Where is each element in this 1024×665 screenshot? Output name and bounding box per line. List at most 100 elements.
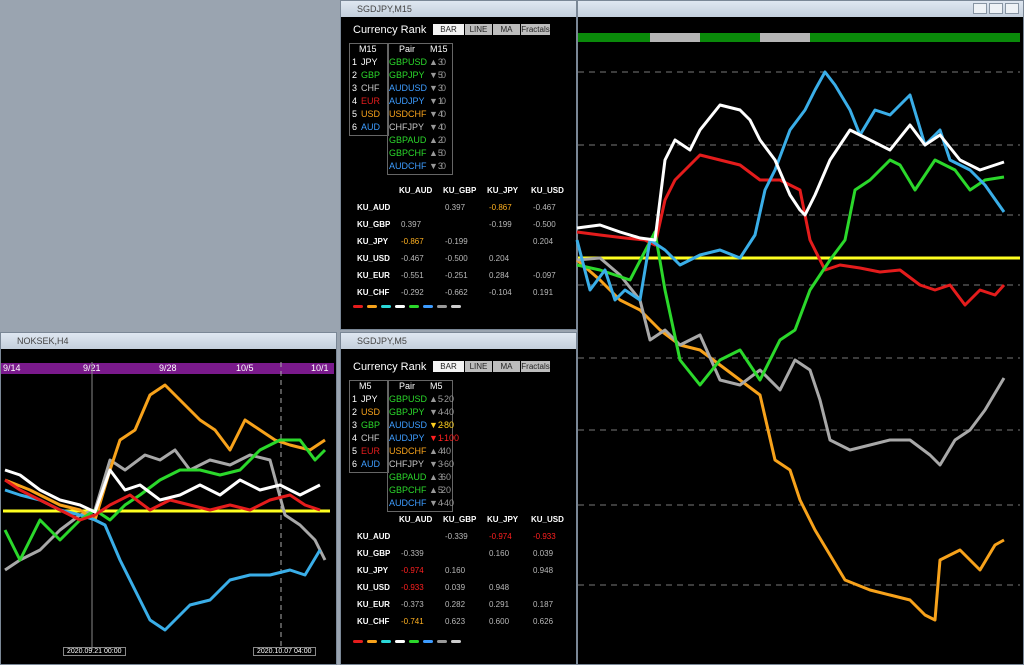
title-bar	[578, 1, 1023, 17]
rank-number: 2	[352, 70, 358, 80]
pair-header: Pair	[399, 381, 416, 391]
rank-currency: EUR	[361, 446, 381, 456]
rank-number: 1	[352, 57, 358, 67]
tab-button: MA	[493, 361, 520, 372]
corr-value: 0.039	[533, 549, 554, 558]
rank-currency: EUR	[361, 96, 381, 106]
corr-row-label: KU_JPY	[357, 237, 389, 246]
corr-value: 0.039	[445, 583, 466, 592]
title-bar: SGDJPY,M15	[341, 1, 576, 17]
rank-table	[349, 43, 389, 136]
rank-number: 3	[352, 420, 358, 430]
legend-swatch	[451, 640, 461, 643]
corr-row-label: KU_CHF	[357, 617, 390, 626]
rank-title: Currency Rank	[353, 24, 427, 36]
pair-change: ▲3	[429, 472, 443, 482]
line	[4, 478, 321, 522]
pair-name: GBPCHF	[389, 148, 427, 158]
legend-swatch	[451, 305, 461, 308]
corr-value: -0.467	[401, 254, 424, 263]
pair-value: 0	[441, 148, 447, 158]
pair-name: USDCHF	[389, 446, 427, 456]
pair-value: 0	[441, 57, 447, 67]
pair-period-header: M15	[430, 44, 448, 54]
legend-swatch	[353, 305, 363, 308]
corr-value: 0.160	[445, 566, 466, 575]
corr-value: -0.933	[533, 532, 556, 541]
window: SGDJPY,M15 Currency Rank BAR LINE MA Fractals…	[340, 0, 577, 330]
corr-value: 0.187	[533, 600, 554, 609]
legend-swatch	[423, 305, 433, 308]
pair-change: ▼4	[429, 122, 443, 132]
corr-column: KU_USD	[531, 186, 564, 195]
legend-swatch	[381, 305, 391, 308]
pair-change: ▲3	[429, 57, 443, 67]
corr-value: 0.204	[533, 237, 554, 246]
window-title: SGDJPY,M15	[357, 4, 412, 14]
corr-value: -0.551	[401, 271, 424, 280]
pair-change: ▼3	[429, 161, 443, 171]
pair-name: USDCHF	[389, 109, 427, 119]
pair-change: ▼1	[429, 433, 443, 443]
corr-value: -0.867	[401, 237, 424, 246]
corr-value: -0.251	[445, 271, 468, 280]
line	[3, 438, 327, 562]
corr-value: 0.282	[445, 600, 466, 609]
corr-value: 0.626	[533, 617, 554, 626]
pair-change: ▲4	[429, 446, 443, 456]
tab-button: LINE	[465, 24, 492, 35]
rank-currency: CHF	[361, 433, 380, 443]
corr-row-label: KU_GBP	[357, 220, 391, 229]
legend-swatch	[409, 640, 419, 643]
window-title: SGDJPY,M5	[357, 336, 407, 346]
corr-value: 0.600	[489, 617, 510, 626]
tab-button: BAR	[433, 361, 464, 372]
pair-name: CHFJPY	[389, 122, 425, 132]
corr-value: -0.500	[445, 254, 468, 263]
pair-change: ▼3	[429, 83, 443, 93]
corr-value: -0.974	[489, 532, 512, 541]
pair-header: Pair	[399, 44, 416, 54]
rank-number: 1	[352, 394, 358, 404]
corr-value: -0.104	[489, 288, 512, 297]
pair-value: -40	[441, 407, 455, 417]
legend-swatch	[437, 305, 447, 308]
rank-number: 5	[352, 109, 358, 119]
rank-number: 4	[352, 96, 358, 106]
rank-currency: AUD	[361, 459, 381, 469]
rank-currency: GBP	[361, 70, 381, 80]
corr-row-label: KU_GBP	[357, 549, 391, 558]
rank-header: M15	[359, 44, 377, 54]
pair-name: GBPCHF	[389, 485, 427, 495]
line	[4, 448, 327, 572]
date-bar	[1, 363, 334, 374]
pair-value: 60	[441, 472, 452, 482]
corr-row-label: KU_USD	[357, 583, 390, 592]
line	[4, 468, 321, 514]
corr-row-label: KU_JPY	[357, 566, 389, 575]
pair-change: ▲5	[429, 485, 443, 495]
pair-value: 20	[441, 485, 452, 495]
pair-name: GBPJPY	[389, 407, 425, 417]
line	[4, 383, 326, 522]
corr-value: 0.204	[489, 254, 510, 263]
pair-value: 0	[441, 96, 447, 106]
pair-value: 0	[441, 135, 447, 145]
pair-change: ▼2	[429, 420, 443, 430]
corr-column: KU_GBP	[443, 186, 477, 195]
footer-label: 2020.09.21 00:00	[63, 647, 126, 656]
legend-swatch	[367, 640, 377, 643]
corr-value: -0.199	[445, 237, 468, 246]
pair-name: GBPUSD	[389, 394, 428, 404]
tab-button: MA	[493, 24, 520, 35]
corr-value: -0.500	[533, 220, 556, 229]
pair-name: GBPAUD	[389, 472, 427, 482]
corr-row-label: KU_USD	[357, 254, 390, 263]
pair-value: 0	[441, 161, 447, 171]
corr-value: -0.292	[401, 288, 424, 297]
rank-number: 3	[352, 83, 358, 93]
rank-currency: AUD	[361, 122, 381, 132]
corr-row-label: KU_AUD	[357, 203, 391, 212]
corr-value: -0.662	[445, 288, 468, 297]
